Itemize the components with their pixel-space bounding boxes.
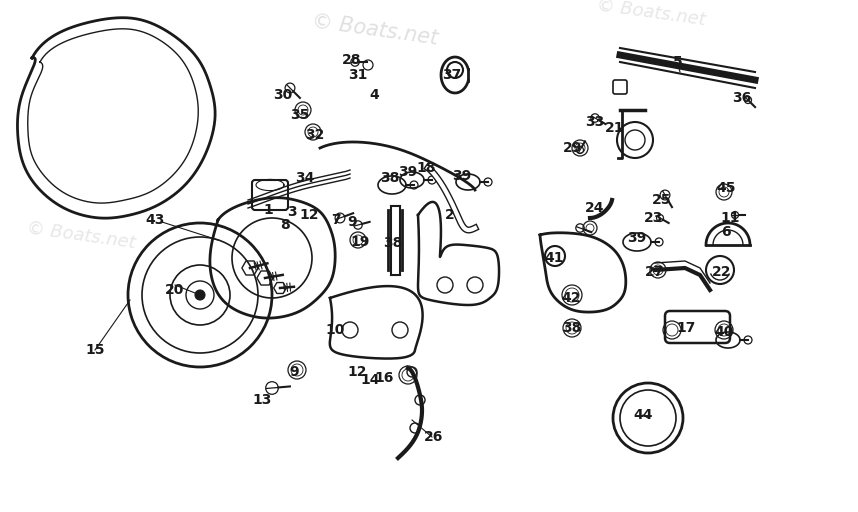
Text: 24: 24: [585, 201, 605, 215]
Text: 39: 39: [627, 231, 647, 245]
Text: 25: 25: [652, 193, 672, 207]
Text: 13: 13: [252, 393, 272, 407]
Text: 22: 22: [712, 265, 732, 279]
Text: 34: 34: [295, 171, 315, 185]
Text: 14: 14: [360, 373, 380, 387]
Text: 17: 17: [676, 321, 696, 335]
Text: 26: 26: [425, 430, 444, 444]
Text: 7: 7: [331, 213, 341, 227]
Text: 38: 38: [384, 236, 402, 250]
Text: 40: 40: [715, 325, 734, 339]
Text: 15: 15: [85, 343, 105, 357]
Text: 20: 20: [166, 283, 184, 297]
Text: 10: 10: [325, 323, 345, 337]
Text: 32: 32: [305, 128, 324, 142]
Text: 38: 38: [562, 321, 582, 335]
Text: 43: 43: [145, 213, 165, 227]
Text: 37: 37: [443, 68, 462, 82]
Text: 18: 18: [416, 161, 436, 175]
Text: 33: 33: [585, 115, 605, 129]
Text: 36: 36: [733, 91, 752, 105]
Circle shape: [195, 290, 205, 300]
Text: 12: 12: [299, 208, 319, 222]
Text: © Boats.net: © Boats.net: [25, 219, 136, 251]
Text: 16: 16: [374, 371, 394, 385]
Text: 28: 28: [342, 53, 362, 67]
Text: 45: 45: [716, 181, 736, 195]
Text: 5: 5: [674, 55, 683, 69]
Text: 6: 6: [722, 225, 731, 239]
Text: © Boats.net: © Boats.net: [310, 11, 438, 49]
Text: 42: 42: [561, 291, 581, 305]
Text: 11: 11: [720, 211, 740, 225]
Text: 1: 1: [263, 203, 273, 217]
Text: 12: 12: [347, 365, 366, 379]
Text: 23: 23: [644, 211, 664, 225]
Text: 41: 41: [544, 251, 564, 265]
Text: 9: 9: [347, 215, 357, 229]
Text: 3: 3: [287, 205, 297, 219]
Text: 8: 8: [280, 218, 290, 232]
Text: 29: 29: [564, 141, 583, 155]
Text: 21: 21: [605, 121, 625, 135]
Text: 19: 19: [350, 235, 370, 249]
Text: 39: 39: [452, 169, 472, 183]
Text: 2: 2: [445, 208, 455, 222]
Text: © Boats.net: © Boats.net: [595, 0, 706, 29]
Text: 39: 39: [398, 165, 418, 179]
Text: 44: 44: [633, 408, 653, 422]
Text: 4: 4: [369, 88, 379, 102]
Text: 27: 27: [645, 265, 665, 279]
Text: 31: 31: [348, 68, 368, 82]
Text: 35: 35: [290, 108, 310, 122]
Text: 9: 9: [289, 365, 299, 379]
Text: 38: 38: [380, 171, 400, 185]
Text: 30: 30: [274, 88, 293, 102]
